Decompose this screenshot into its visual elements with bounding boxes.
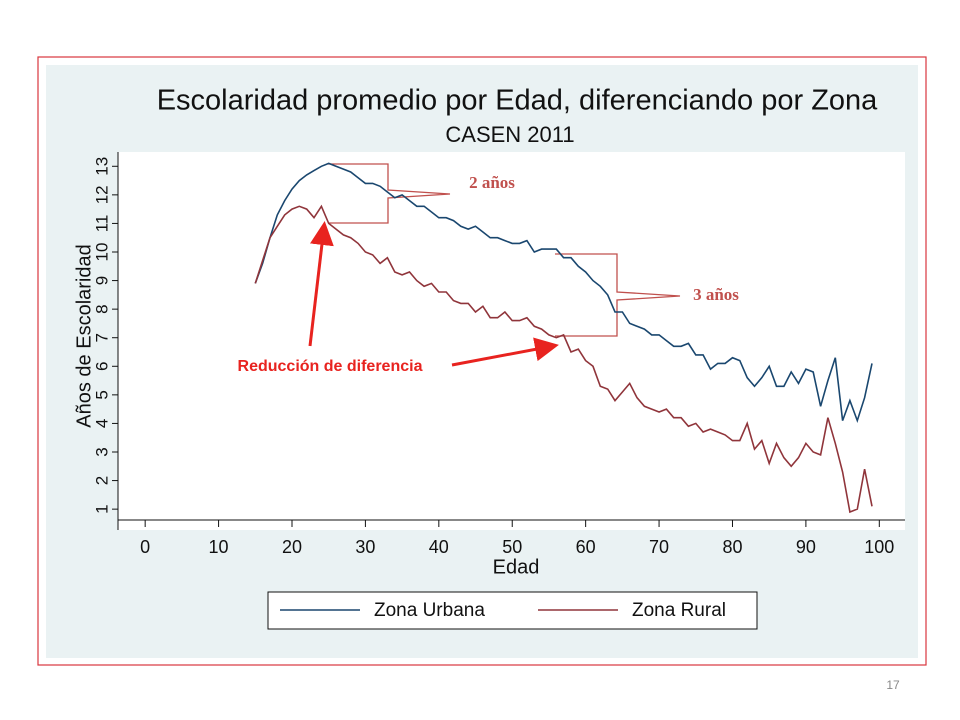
annotation: 2 años <box>469 173 515 192</box>
annotation: 3 años <box>693 285 739 304</box>
x-tick-label: 0 <box>140 537 150 557</box>
y-tick-label: 11 <box>92 215 111 233</box>
x-tick-label: 70 <box>649 537 669 557</box>
braces <box>328 163 681 337</box>
brace-3 <box>555 253 681 337</box>
y-tick-label: 9 <box>92 276 111 285</box>
y-tick-label: 6 <box>92 362 111 371</box>
x-tick-label: 60 <box>576 537 596 557</box>
y-tick-label: 5 <box>92 390 111 399</box>
series-line <box>254 162 873 424</box>
series-line <box>254 204 873 514</box>
y-axis-label: Años de Escolaridad <box>73 244 95 427</box>
x-tick-label: 100 <box>864 537 894 557</box>
y-tick-label: 7 <box>92 333 111 342</box>
chart-subtitle: CASEN 2011 <box>445 122 574 147</box>
arrow <box>451 337 559 367</box>
x-tick-label: 40 <box>429 537 449 557</box>
y-tick-label: 3 <box>92 447 111 456</box>
arrow <box>308 221 334 347</box>
y-tick-label: 1 <box>92 504 111 513</box>
x-tick-label: 80 <box>722 537 742 557</box>
x-tick-label: 30 <box>355 537 375 557</box>
x-tick-label: 50 <box>502 537 522 557</box>
y-tick-label: 10 <box>92 243 111 262</box>
plot-area <box>118 152 905 530</box>
y-tick-label: 12 <box>92 185 111 204</box>
y-tick-label: 2 <box>92 476 111 485</box>
x-tick-label: 20 <box>282 537 302 557</box>
y-tick-label: 4 <box>92 419 111 428</box>
x-tick-label: 90 <box>796 537 816 557</box>
legend-label: Zona Urbana <box>374 600 485 621</box>
x-axis-label: Edad <box>493 556 540 578</box>
y-tick-label: 8 <box>92 304 111 313</box>
annotation: Reducción de diferencia <box>238 358 423 375</box>
page-number: 17 <box>886 678 900 692</box>
y-tick-label: 13 <box>92 157 111 176</box>
chart-title: Escolaridad promedio por Edad, diferenci… <box>157 85 878 117</box>
brace-2 <box>328 163 451 224</box>
legend-label: Zona Rural <box>632 600 726 621</box>
x-tick-label: 10 <box>209 537 229 557</box>
